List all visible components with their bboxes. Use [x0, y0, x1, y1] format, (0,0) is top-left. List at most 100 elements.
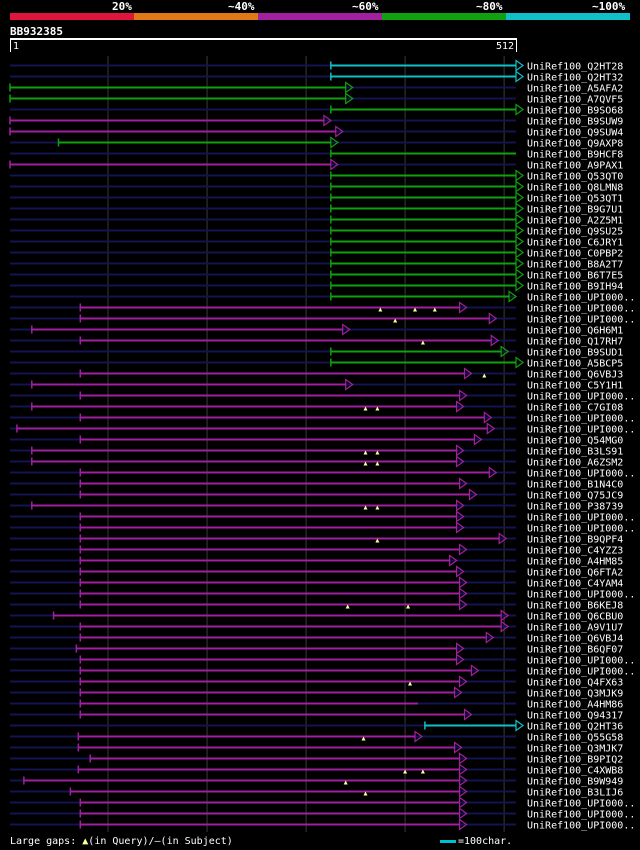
- hit-label: UniRef100_UPI000..: [527, 655, 635, 666]
- hit-arrowhead: [458, 477, 468, 490]
- hit-arrowhead: [458, 807, 468, 820]
- hit-label: UniRef100_C0PBP2: [527, 248, 623, 259]
- query-gap-marker: [408, 681, 413, 686]
- hit-label: UniRef100_C4YAM4: [527, 578, 623, 589]
- hit-arrowhead: [468, 488, 478, 501]
- query-title: BB932385: [10, 25, 63, 38]
- hit-arrowhead: [455, 455, 465, 468]
- query-gap-marker: [375, 505, 380, 510]
- hit-arrowhead: [485, 631, 495, 644]
- hit-arrowhead: [515, 202, 525, 215]
- hit-arrowhead: [455, 653, 465, 666]
- hit-label: UniRef100_UPI000..: [527, 292, 635, 303]
- hit-arrowhead: [515, 224, 525, 237]
- hit-label: UniRef100_Q17RH7: [527, 336, 623, 347]
- hit-label: UniRef100_Q6FTA2: [527, 567, 623, 578]
- query-gap-marker: [345, 604, 350, 609]
- hit-label: UniRef100_Q2HT36: [527, 721, 623, 732]
- hit-label: UniRef100_B6T7E5: [527, 270, 623, 281]
- hit-arrowhead: [345, 81, 354, 94]
- query-gap-marker: [420, 769, 425, 774]
- query-gap-marker: [482, 373, 487, 378]
- hit-label: UniRef100_Q6CBU0: [527, 611, 623, 622]
- hit-arrowhead: [500, 345, 510, 358]
- hit-arrowhead: [515, 103, 525, 116]
- footer-gaps-prefix: Large gaps:: [10, 836, 77, 847]
- hit-label: UniRef100_B8A2T7: [527, 259, 623, 270]
- hit-arrowhead: [515, 180, 525, 193]
- legend-bar-100: [506, 13, 630, 20]
- hit-arrowhead: [335, 125, 344, 138]
- query-gap-marker: [378, 307, 383, 312]
- query-bar: [10, 38, 517, 40]
- hit-label: UniRef100_UPI000..: [527, 809, 635, 820]
- hit-label: UniRef100_UPI000..: [527, 589, 635, 600]
- hit-arrowhead: [470, 664, 480, 677]
- hit-arrowhead: [458, 752, 468, 765]
- hit-arrowhead: [515, 213, 525, 226]
- hit-arrowhead: [483, 411, 493, 424]
- query-start-tick: [10, 40, 11, 52]
- query-end-tick: [516, 40, 517, 52]
- hit-label: UniRef100_C6JRY1: [527, 237, 623, 248]
- hit-label: UniRef100_C7GI08: [527, 402, 623, 413]
- hit-label: UniRef100_B9SUD1: [527, 347, 623, 358]
- legend-bar-40: [134, 13, 258, 20]
- hit-label: UniRef100_Q6VBJ4: [527, 633, 623, 644]
- hit-arrowhead: [515, 70, 525, 83]
- legend-bar-80: [382, 13, 506, 20]
- hit-label: UniRef100_P38739: [527, 501, 623, 512]
- query-end-label: 512: [496, 41, 515, 52]
- hit-label: UniRef100_UPI000..: [527, 314, 635, 325]
- hit-label: UniRef100_Q4FX63: [527, 677, 623, 688]
- hit-label: UniRef100_UPI000..: [527, 523, 635, 534]
- hit-label: UniRef100_UPI000..: [527, 666, 635, 677]
- hit-label: UniRef100_A7QVF5: [527, 94, 623, 105]
- hit-label: UniRef100_UPI000..: [527, 820, 635, 831]
- query-gap-marker: [363, 505, 368, 510]
- query-gap-marker: [432, 307, 437, 312]
- hit-label: UniRef100_Q75JC9: [527, 490, 623, 501]
- hit-label: UniRef100_C4YZZ3: [527, 545, 623, 556]
- footer-gaps-legend: Large gaps: ▲(in Query)/–(in Subject): [10, 835, 233, 849]
- hit-label: UniRef100_C5Y1H1: [527, 380, 623, 391]
- hit-arrowhead: [455, 444, 465, 457]
- hit-arrowhead: [455, 400, 465, 413]
- hit-label: UniRef100_B6KEJ8: [527, 600, 623, 611]
- hit-label: UniRef100_Q8LMN8: [527, 182, 623, 193]
- hit-label: UniRef100_B9QPF4: [527, 534, 623, 545]
- hit-arrowhead: [515, 59, 525, 72]
- legend-label-60: ~60%: [352, 0, 379, 13]
- hit-arrowhead: [455, 499, 465, 512]
- hit-label: UniRef100_B9HCF8: [527, 149, 623, 160]
- hit-arrowhead: [342, 323, 351, 336]
- hit-arrowhead: [458, 818, 468, 831]
- hit-label: UniRef100_UPI000..: [527, 303, 635, 314]
- hit-label: UniRef100_Q55G58: [527, 732, 623, 743]
- hit-arrowhead: [449, 554, 458, 567]
- hit-label: UniRef100_Q9SU25: [527, 226, 623, 237]
- hit-label: UniRef100_Q54MG0: [527, 435, 623, 446]
- query-gap-marker: [403, 769, 408, 774]
- hit-label: UniRef100_UPI000..: [527, 391, 635, 402]
- hit-label: UniRef100_A5AFA2: [527, 83, 623, 94]
- hit-arrowhead: [488, 312, 498, 325]
- hit-arrowhead: [330, 158, 339, 171]
- hit-label: UniRef100_A4HM86: [527, 699, 623, 710]
- hit-label: UniRef100_UPI000..: [527, 798, 635, 809]
- query-gap-marker: [363, 791, 368, 796]
- hit-arrowhead: [500, 609, 510, 622]
- hit-label: UniRef100_B9PIQ2: [527, 754, 623, 765]
- hit-label: UniRef100_B9IH94: [527, 281, 623, 292]
- hit-label: UniRef100_Q3MJK9: [527, 688, 623, 699]
- query-gap-marker: [375, 538, 380, 543]
- legend-bar-20: [10, 13, 134, 20]
- query-gap-marker: [375, 461, 380, 466]
- hit-arrowhead: [458, 675, 468, 688]
- hit-arrowhead: [515, 169, 525, 182]
- hit-arrowhead: [515, 719, 525, 732]
- hit-arrowhead: [455, 565, 465, 578]
- hit-label: UniRef100_A9PAX1: [527, 160, 623, 171]
- hit-label: UniRef100_A9V1U7: [527, 622, 623, 633]
- query-gap-marker: [393, 318, 398, 323]
